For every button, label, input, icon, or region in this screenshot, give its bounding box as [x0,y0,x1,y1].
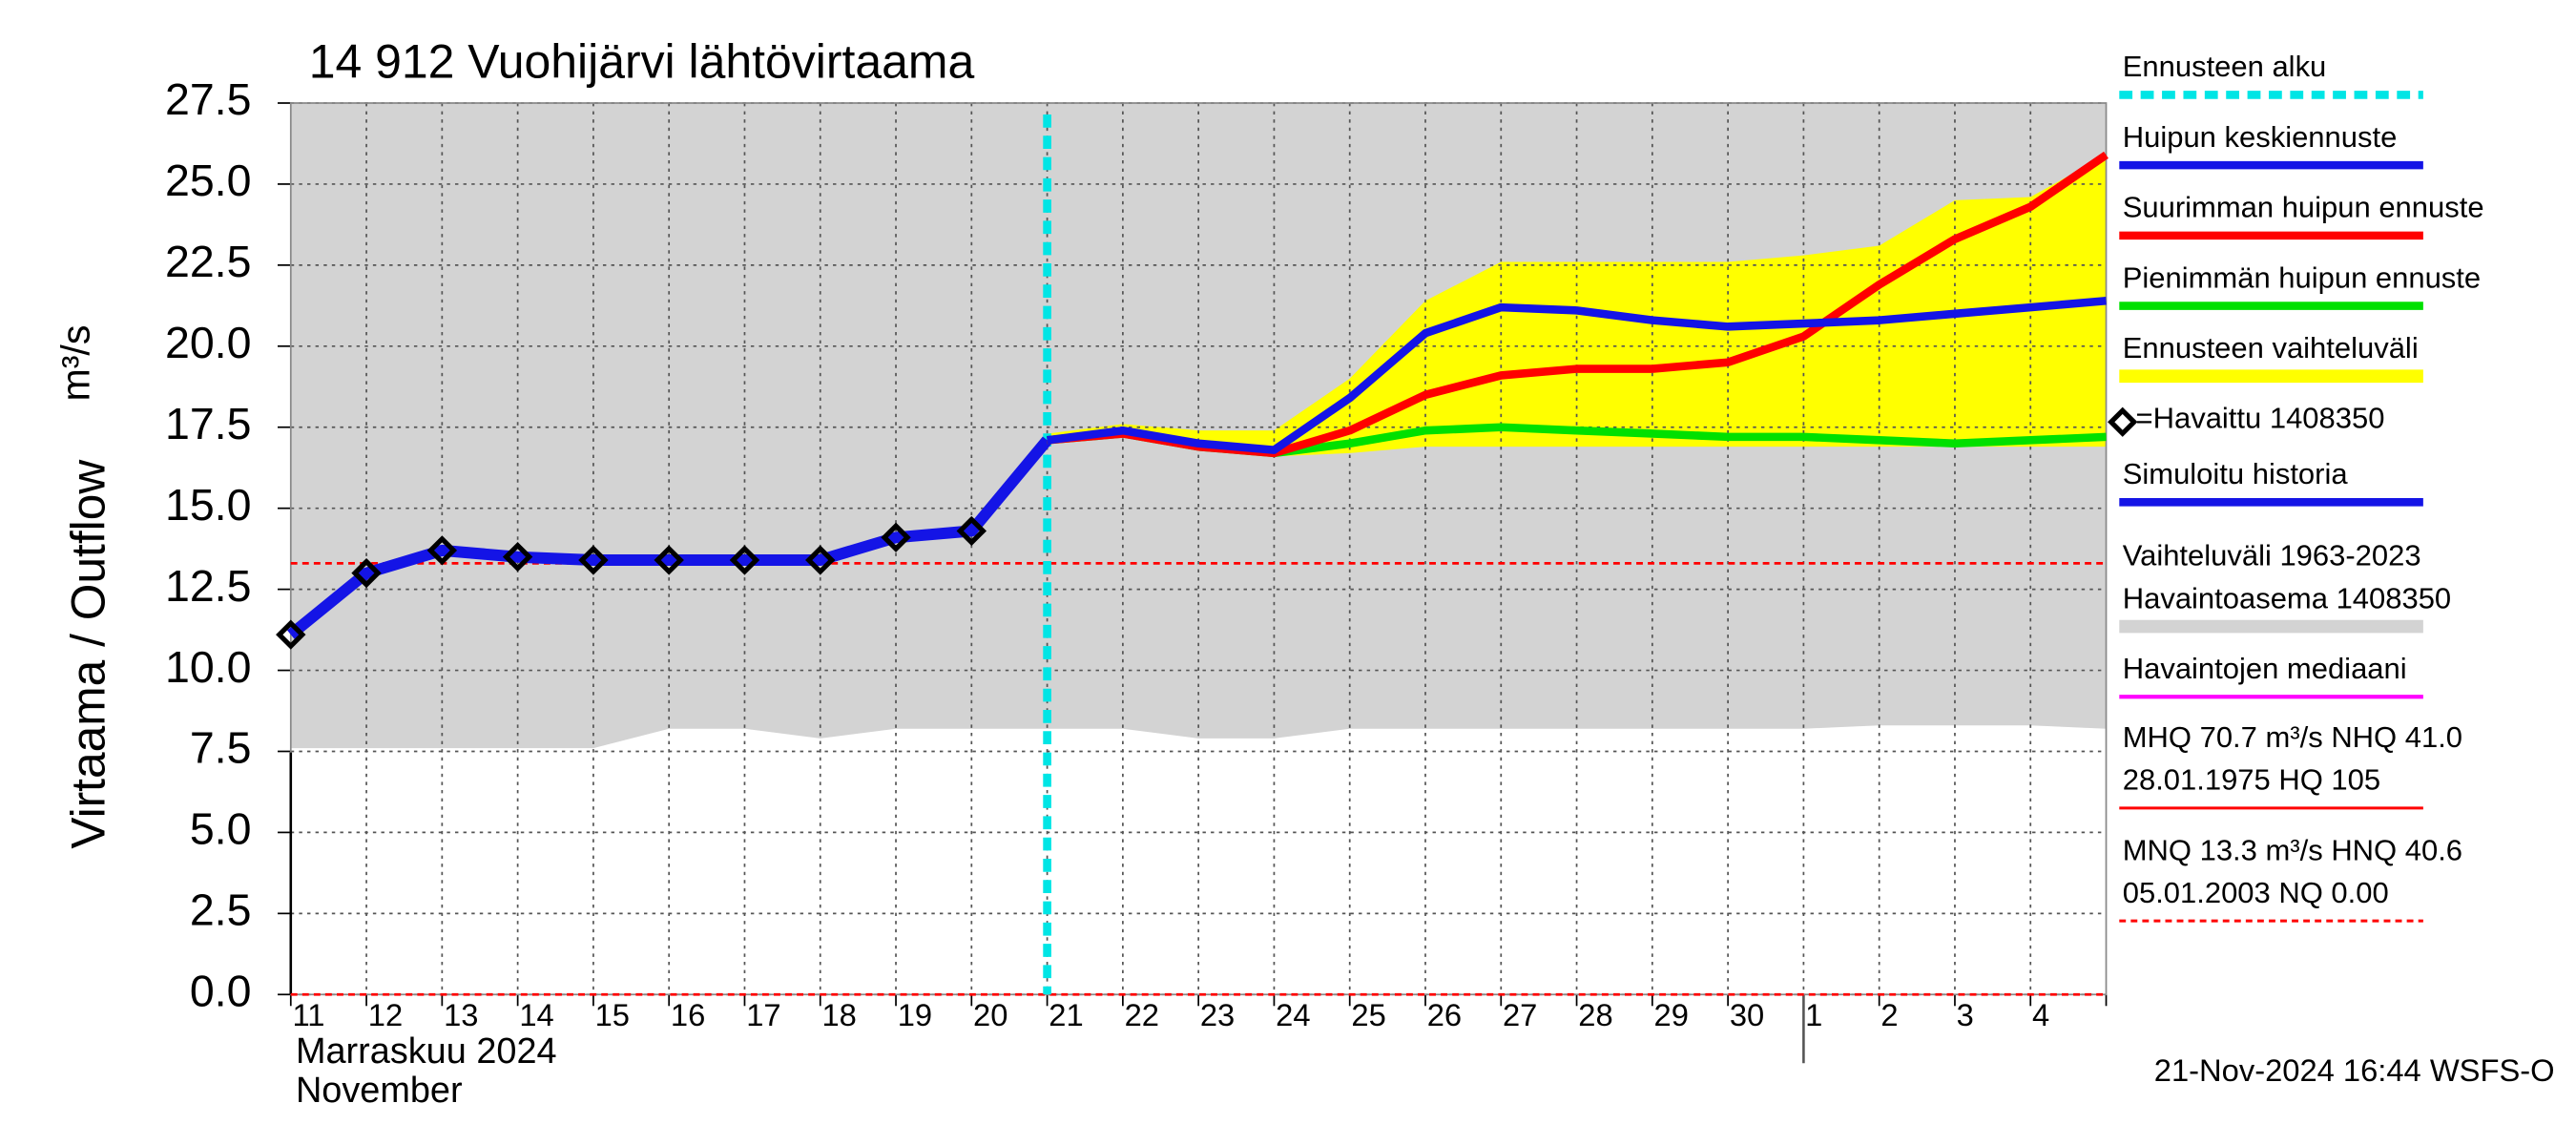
legend-label: Havaintojen mediaani [2123,652,2407,685]
x-tick-label: 13 [444,997,478,1032]
x-tick-label: 1 [1805,997,1822,1032]
y-tick-label: 10.0 [165,642,251,692]
observed-point [956,515,987,547]
x-tick-label: 17 [746,997,780,1032]
x-tick-label: 30 [1730,997,1764,1032]
observed-point [654,545,684,575]
legend-label: MHQ 70.7 m³/s NHQ 41.0 [2123,720,2462,754]
x-tick-label: 24 [1276,997,1310,1032]
legend-label: Ennusteen vaihteluväli [2123,331,2419,364]
x-tick-label: 11 [293,997,325,1032]
legend-label: Vaihteluväli 1963-2023 [2123,539,2421,572]
series-line [286,436,1052,639]
y-tick-label: 25.0 [165,156,251,205]
range-band [1047,155,2107,457]
observed-point [805,545,836,575]
y-tick-label: 22.5 [165,237,251,286]
series-line [1047,296,2107,454]
y-axis-unit: m³/s [53,325,97,402]
y-axis-label: Virtaama / Outflow [62,459,115,849]
footer: 21-Nov-2024 16:44 WSFS-O [2154,1052,2555,1088]
legend-label: 05.01.2003 NQ 0.00 [2123,876,2389,909]
legend-label: =Havaittu 1408350 [2136,402,2385,435]
x-tick-label: 4 [2032,997,2049,1032]
legend-label: Suurimman huipun ennuste [2123,191,2484,224]
x-tick-label: 26 [1427,997,1462,1032]
x-tick-label: 14 [519,997,553,1032]
observed-point [729,545,760,575]
y-tick-label: 0.0 [190,967,252,1016]
x-tick-label: 29 [1654,997,1689,1032]
observed-point [351,557,382,589]
y-tick-label: 7.5 [190,723,252,773]
observed-point [578,545,609,575]
x-tick-label: 19 [898,997,932,1032]
legend-label: Ennusteen alku [2123,50,2327,83]
x-tick-label: 3 [1957,997,1974,1032]
y-tick-label: 20.0 [165,318,251,367]
y-tick-label: 5.0 [190,804,252,854]
x-tick-label: 23 [1200,997,1235,1032]
x-tick-label: 18 [821,997,856,1032]
y-tick-label: 27.5 [165,74,251,124]
y-tick-label: 15.0 [165,480,251,530]
y-tick-label: 2.5 [190,885,252,935]
x-tick-label: 2 [1880,997,1898,1032]
x-tick-label: 20 [973,997,1008,1032]
x-tick-label: 22 [1125,997,1159,1032]
legend-label: Havaintoasema 1408350 [2123,581,2451,614]
chart-title: 14 912 Vuohijärvi lähtövirtaama [309,35,975,89]
observed-point [881,522,911,552]
y-tick-label: 17.5 [165,399,251,448]
legend-label: Simuloitu historia [2123,457,2349,490]
x-tick-label: 28 [1578,997,1612,1032]
x-tick-label: 21 [1049,997,1083,1032]
legend-marker [2108,406,2138,437]
x-tick-label: 15 [595,997,630,1032]
legend-label: Pienimmän huipun ennuste [2123,260,2481,294]
legend-label: MNQ 13.3 m³/s HNQ 40.6 [2123,833,2462,866]
plot-frame [289,102,2108,996]
x-tick-label: 25 [1351,997,1385,1032]
legend-label: Huipun keskiennuste [2123,120,2398,154]
x-tick-label: 16 [671,997,705,1032]
x-axis-label: Marraskuu 2024 [296,1031,557,1072]
observed-point [502,541,533,572]
y-tick-label: 12.5 [165,561,251,611]
x-axis-label: November [296,1071,463,1111]
x-tick-label: 12 [368,997,403,1032]
observed-point [426,535,458,566]
legend-label: 28.01.1975 HQ 105 [2123,763,2380,797]
observed-point [276,619,306,650]
x-tick-label: 27 [1503,997,1537,1032]
